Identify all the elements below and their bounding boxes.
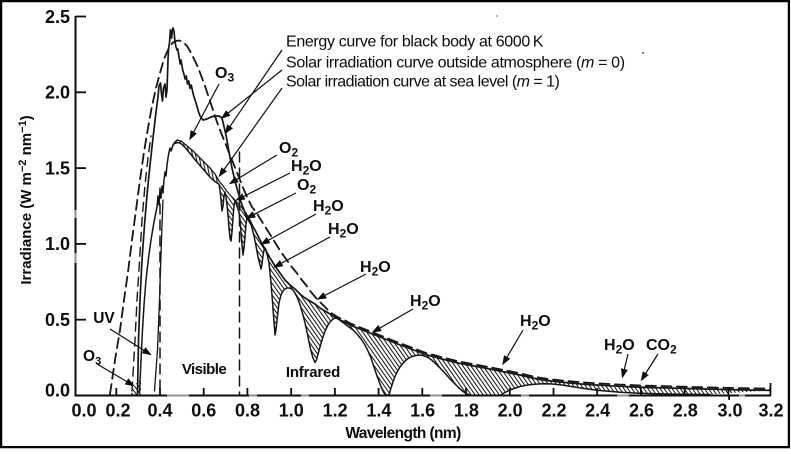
- svg-text:3.2: 3.2: [758, 401, 783, 421]
- svg-text:H2​O: H2​O: [328, 221, 359, 241]
- svg-text:H2​O: H2​O: [291, 158, 322, 178]
- svg-text:1.8: 1.8: [454, 401, 479, 421]
- svg-text:H2​O: H2​O: [520, 313, 551, 333]
- svg-text:Irradiance (W m−2 nm−1): Irradiance (W m−2 nm−1): [17, 115, 35, 284]
- svg-text:2.6: 2.6: [629, 401, 654, 421]
- svg-text:H2​O: H2​O: [410, 293, 441, 313]
- svg-text:Wavelength (nm): Wavelength (nm): [345, 425, 461, 442]
- svg-text:Solar irradiation curve at sea: Solar irradiation curve at sea level (m …: [286, 74, 559, 91]
- svg-text:0.5: 0.5: [45, 310, 70, 330]
- svg-text:UV: UV: [93, 310, 115, 327]
- svg-text:2.4: 2.4: [585, 401, 610, 421]
- svg-text:1.5: 1.5: [45, 158, 70, 178]
- svg-text:H2​O: H2​O: [360, 259, 391, 279]
- svg-text:Visible: Visible: [182, 361, 226, 378]
- svg-text:1.6: 1.6: [410, 401, 435, 421]
- svg-text:2.0: 2.0: [498, 401, 523, 421]
- svg-text:CO2​: CO2​: [646, 337, 677, 357]
- svg-text:2.8: 2.8: [673, 401, 698, 421]
- svg-text:0.6: 0.6: [191, 401, 216, 421]
- svg-text:Solar irradiation curve outsid: Solar irradiation curve outside atmosphe…: [286, 55, 625, 72]
- svg-text:0.0: 0.0: [45, 381, 70, 401]
- svg-text:O3​: O3​: [215, 65, 234, 85]
- svg-text:2.5: 2.5: [45, 7, 70, 27]
- svg-text:H2​O: H2​O: [604, 337, 635, 357]
- svg-text:1.4: 1.4: [366, 401, 391, 421]
- svg-text:0.2: 0.2: [105, 401, 130, 421]
- svg-text:Infrared: Infrared: [286, 364, 340, 381]
- svg-text:0.4: 0.4: [147, 401, 172, 421]
- svg-text:1.0: 1.0: [45, 234, 70, 254]
- svg-text:0.8: 0.8: [235, 401, 260, 421]
- svg-text:Energy curve for black body at: Energy curve for black body at 6000 K: [286, 34, 544, 51]
- svg-text:O2​: O2​: [279, 140, 298, 160]
- svg-text:O3​: O3​: [83, 348, 101, 368]
- svg-text:1.0: 1.0: [279, 401, 304, 421]
- svg-text:O2​: O2​: [297, 177, 316, 197]
- svg-text:2.0: 2.0: [45, 83, 70, 103]
- svg-text:1.2: 1.2: [323, 401, 348, 421]
- svg-text:H2​O: H2​O: [313, 198, 344, 218]
- svg-text:0.0: 0.0: [71, 401, 96, 421]
- svg-text:2.2: 2.2: [541, 401, 566, 421]
- svg-text:3.0: 3.0: [717, 401, 742, 421]
